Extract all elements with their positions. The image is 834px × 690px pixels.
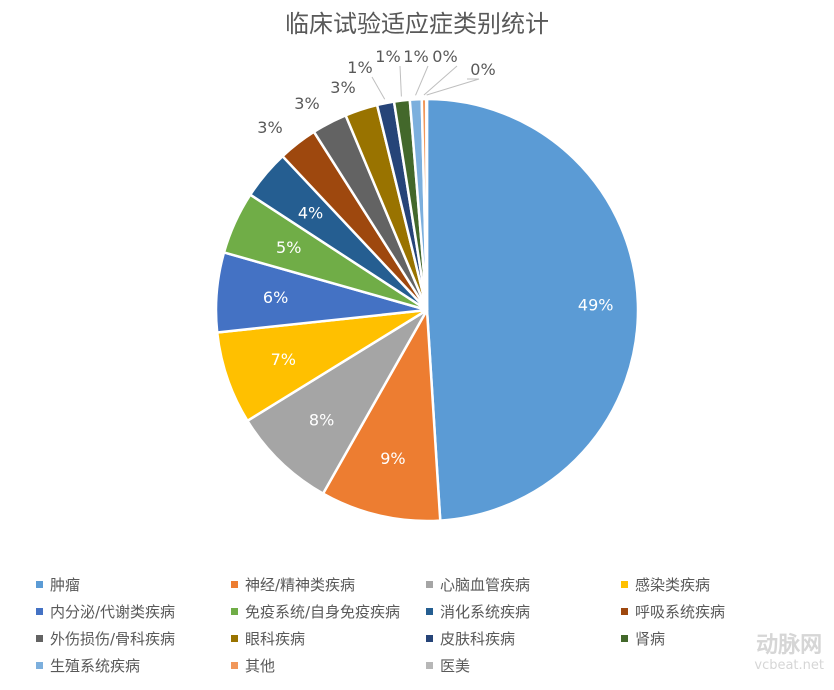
leader-line xyxy=(399,65,402,97)
leader-line xyxy=(371,76,386,100)
watermark-brand: 动脉网 xyxy=(756,633,823,658)
data-label: 4% xyxy=(298,203,323,222)
legend-item: 消化系统疾病 xyxy=(426,601,621,622)
legend-label: 免疫系统/自身免疫疾病 xyxy=(245,603,401,621)
legend: 肿瘤 神经/精神类疾病 心脑血管疾病 感染类疾病内分泌/代谢类疾病 免疫系统/自身免疫疾… xyxy=(36,574,826,676)
data-label: 1% xyxy=(375,47,400,66)
watermark: 动脉网 vcbeat.net xyxy=(754,633,824,676)
legend-swatch xyxy=(231,608,238,615)
data-label: 6% xyxy=(263,288,288,307)
legend-label: 其他 xyxy=(245,657,276,675)
legend-item: 肾病 xyxy=(621,628,816,649)
legend-swatch xyxy=(621,581,628,588)
data-label: 5% xyxy=(276,238,301,257)
leader-line xyxy=(426,78,480,96)
legend-swatch xyxy=(36,581,43,588)
legend-label: 神经/精神类疾病 xyxy=(245,576,356,594)
data-label: 1% xyxy=(347,58,372,77)
leader-line xyxy=(423,65,458,96)
legend-item: 皮肤科疾病 xyxy=(426,628,621,649)
legend-label: 心脑血管疾病 xyxy=(440,576,531,594)
pie-slice xyxy=(425,97,429,311)
pie-chart: 49%9%8%7%6%5%4%3%3%3%1%1% 1% 0%0% xyxy=(214,47,640,523)
legend-label: 肿瘤 xyxy=(50,576,81,594)
legend-label: 呼吸系统疾病 xyxy=(635,603,726,621)
legend-item: 感染类疾病 xyxy=(621,574,816,595)
leader-line xyxy=(415,65,429,96)
legend-item: 肿瘤 xyxy=(36,574,231,595)
data-label: 9% xyxy=(380,449,405,468)
pie-slice xyxy=(425,97,640,522)
data-label: 8% xyxy=(309,410,334,429)
legend-swatch xyxy=(426,608,433,615)
legend-label: 内分泌/代谢类疾病 xyxy=(50,603,176,621)
legend-label: 生殖系统疾病 xyxy=(50,657,141,675)
legend-swatch xyxy=(36,635,43,642)
legend-label: 眼科疾病 xyxy=(245,630,306,648)
legend-item: 眼科疾病 xyxy=(231,628,426,649)
data-label: 3% xyxy=(257,118,282,137)
legend-label: 感染类疾病 xyxy=(635,576,711,594)
data-label: 0% xyxy=(432,47,457,66)
legend-item: 内分泌/代谢类疾病 xyxy=(36,601,231,622)
legend-label: 消化系统疾病 xyxy=(440,603,531,621)
legend-item: 免疫系统/自身免疫疾病 xyxy=(231,601,426,622)
data-label: 7% xyxy=(271,350,296,369)
legend-item: 呼吸系统疾病 xyxy=(621,601,816,622)
legend-swatch xyxy=(621,635,628,642)
data-label: 0% xyxy=(470,60,495,79)
legend-swatch xyxy=(231,635,238,642)
legend-swatch xyxy=(426,635,433,642)
legend-item: 心脑血管疾病 xyxy=(426,574,621,595)
legend-item: 其他 xyxy=(231,655,426,676)
legend-swatch xyxy=(621,608,628,615)
legend-swatch xyxy=(426,581,433,588)
legend-swatch xyxy=(36,608,43,615)
legend-label: 肾病 xyxy=(635,630,666,648)
legend-swatch xyxy=(36,662,43,669)
data-label: 1% xyxy=(403,47,428,66)
legend-item: 神经/精神类疾病 xyxy=(231,574,426,595)
data-label: 49% xyxy=(578,296,614,315)
chart-title: 临床试验适应症类别统计 xyxy=(285,10,549,38)
pie-slice xyxy=(245,308,429,496)
legend-label: 皮肤科疾病 xyxy=(440,630,516,648)
data-label: 3% xyxy=(294,94,319,113)
legend-label: 医美 xyxy=(440,657,471,675)
watermark-site: vcbeat.net xyxy=(754,658,824,673)
legend-item: 生殖系统疾病 xyxy=(36,655,231,676)
pie-slice xyxy=(321,305,442,523)
legend-item: 医美 xyxy=(426,655,621,676)
legend-swatch xyxy=(231,581,238,588)
data-label: 3% xyxy=(330,78,355,97)
legend-label: 外伤损伤/骨科疾病 xyxy=(50,630,176,648)
legend-item: 外伤损伤/骨科疾病 xyxy=(36,628,231,649)
legend-swatch xyxy=(426,662,433,669)
legend-swatch xyxy=(231,662,238,669)
